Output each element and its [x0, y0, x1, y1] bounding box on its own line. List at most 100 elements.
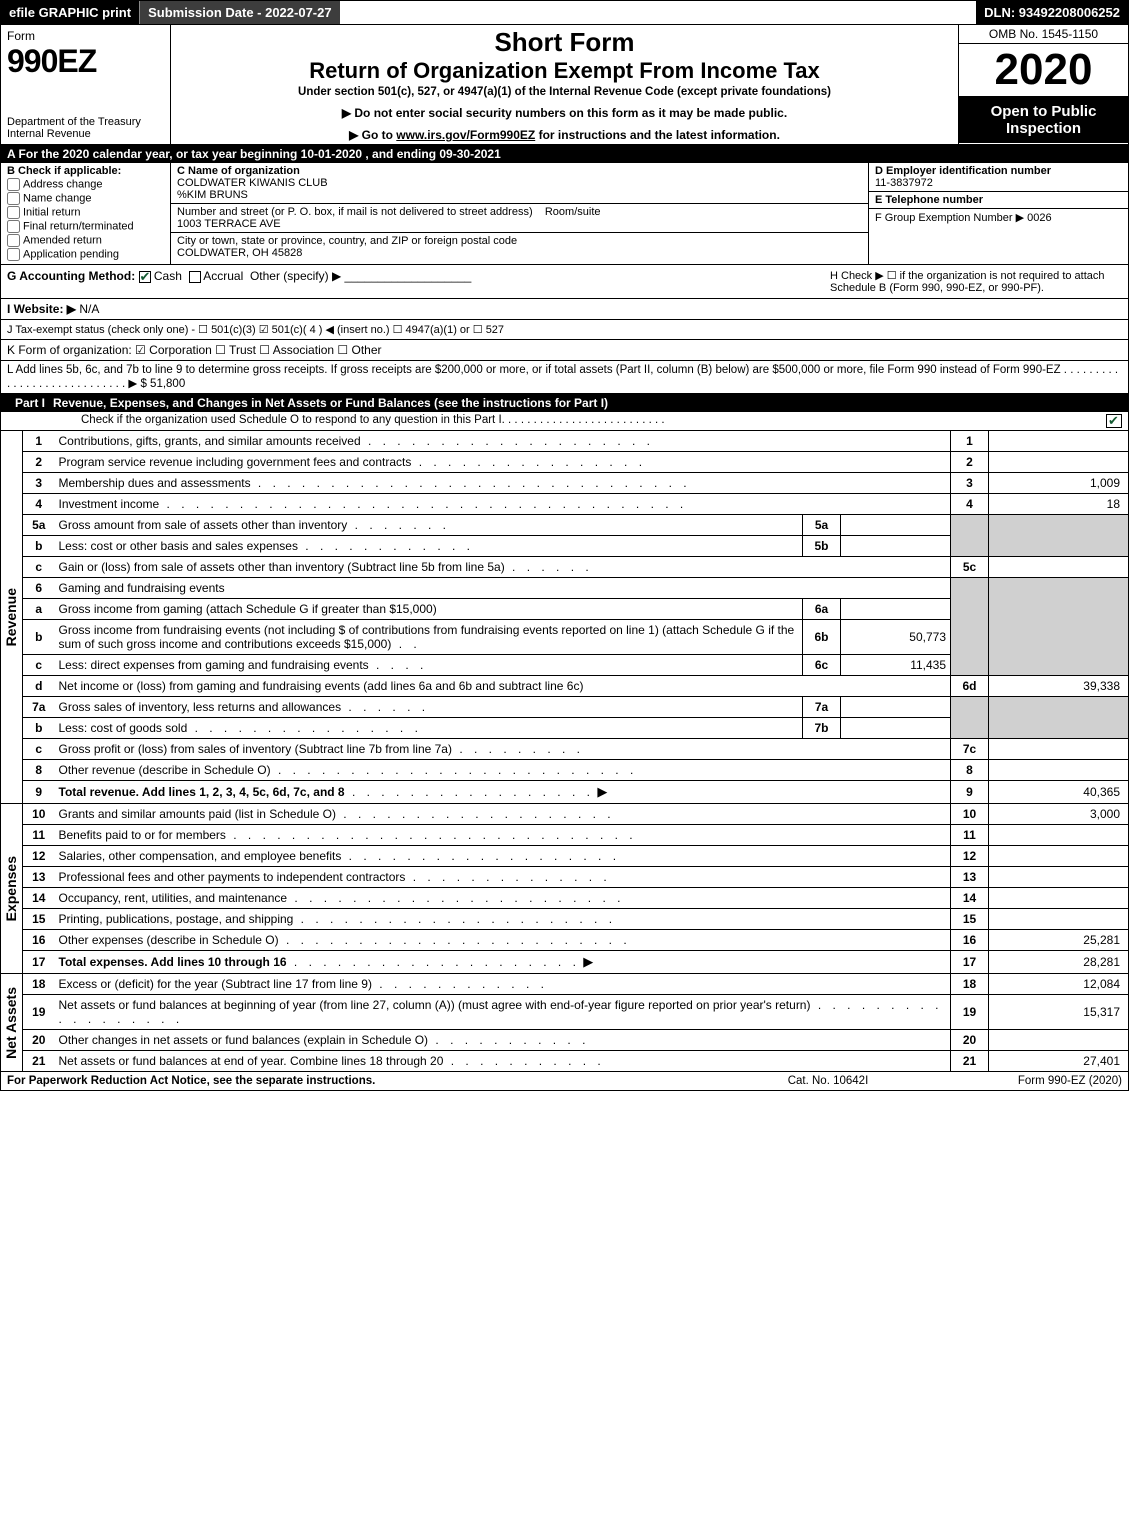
shade-7 [951, 697, 989, 739]
l5a-desc: Gross amount from sale of assets other t… [59, 518, 348, 532]
l18-num: 18 [23, 974, 55, 995]
box-de: D Employer identification number 11-3837… [868, 163, 1128, 264]
l6d-desc: Net income or (loss) from gaming and fun… [59, 679, 584, 693]
cb-cash[interactable] [139, 271, 151, 283]
cb-application-pending[interactable]: Application pending [7, 248, 164, 261]
l7b-sv [841, 718, 951, 739]
dots: . . . . . . . . . . . . . . . . . . . . … [502, 414, 1106, 428]
dept-label: Department of the Treasury Internal Reve… [7, 116, 164, 140]
cb-accrual[interactable] [189, 271, 201, 283]
l4-desc: Investment income [59, 497, 160, 511]
l6c-desc: Less: direct expenses from gaming and fu… [59, 658, 369, 672]
l6a-sv [841, 599, 951, 620]
l5b-sv [841, 536, 951, 557]
l14-num: 14 [23, 888, 55, 909]
l5b-sn: 5b [803, 536, 841, 557]
header-right: OMB No. 1545-1150 2020 Open to Public In… [958, 25, 1128, 144]
l13-val [989, 867, 1129, 888]
l14-desc: Occupancy, rent, utilities, and maintena… [59, 891, 288, 905]
l5b-desc: Less: cost or other basis and sales expe… [59, 539, 298, 553]
page-footer: For Paperwork Reduction Act Notice, see … [0, 1072, 1129, 1091]
l6a-desc: Gross income from gaming (attach Schedul… [59, 602, 437, 616]
l17-arrow: ▶ [583, 954, 593, 969]
line-l: L Add lines 5b, 6c, and 7b to line 9 to … [0, 361, 1129, 394]
l16-val: 25,281 [989, 930, 1129, 951]
l1-val [989, 431, 1129, 452]
section-netassets: Net Assets [1, 979, 21, 1067]
form-header: Form 990EZ Department of the Treasury In… [0, 25, 1129, 145]
org-name: COLDWATER KIWANIS CLUB [177, 177, 328, 189]
box-e: E Telephone number [869, 192, 1128, 209]
l8-val [989, 760, 1129, 781]
l16-num: 16 [23, 930, 55, 951]
l1-num: 1 [23, 431, 55, 452]
l9-desc: Total revenue. Add lines 1, 2, 3, 4, 5c,… [59, 785, 345, 799]
l16-rn: 16 [951, 930, 989, 951]
l6b-sv: 50,773 [841, 620, 951, 655]
l13-desc: Professional fees and other payments to … [59, 870, 406, 884]
l9-val: 40,365 [989, 781, 1129, 804]
l11-rn: 11 [951, 825, 989, 846]
ein: 11-3837972 [875, 177, 933, 189]
l7c-desc: Gross profit or (loss) from sales of inv… [59, 742, 452, 756]
c-label: C Name of organization [177, 165, 300, 177]
l5c-num: c [23, 557, 55, 578]
l21-rn: 21 [951, 1051, 989, 1072]
street-value: 1003 TERRACE AVE [177, 218, 281, 230]
l3-desc: Membership dues and assessments [59, 476, 251, 490]
l17-rn: 17 [951, 951, 989, 974]
l12-desc: Salaries, other compensation, and employ… [59, 849, 342, 863]
l6b-sn: 6b [803, 620, 841, 655]
l7b-desc: Less: cost of goods sold [59, 721, 188, 735]
box-c-street: Number and street (or P. O. box, if mail… [171, 204, 868, 233]
cb-initial-return[interactable]: Initial return [7, 206, 164, 219]
l6c-sv: 11,435 [841, 655, 951, 676]
cb-final-return[interactable]: Final return/terminated [7, 220, 164, 233]
i-label: I Website: ▶ [7, 302, 76, 316]
accrual-label: Accrual [203, 269, 243, 283]
l20-rn: 20 [951, 1030, 989, 1051]
cb-amended-return[interactable]: Amended return [7, 234, 164, 247]
l19-num: 19 [23, 995, 55, 1030]
l7a-num: 7a [23, 697, 55, 718]
tax-year: 2020 [959, 44, 1128, 97]
cb-name-change[interactable]: Name change [7, 192, 164, 205]
box-b-head: B Check if applicable: [7, 165, 164, 177]
l4-val: 18 [989, 494, 1129, 515]
l19-desc: Net assets or fund balances at beginning… [59, 998, 811, 1012]
l5c-desc: Gain or (loss) from sale of assets other… [59, 560, 505, 574]
dln-label: DLN: 93492208006252 [976, 1, 1128, 24]
l5c-rn: 5c [951, 557, 989, 578]
l17-desc: Total expenses. Add lines 10 through 16 [59, 955, 287, 969]
l9-arrow: ▶ [597, 784, 607, 799]
shade-5v [989, 515, 1129, 557]
l5c-val [989, 557, 1129, 578]
submission-date: Submission Date - 2022-07-27 [139, 1, 340, 24]
goto-pre: ▶ Go to [349, 128, 396, 142]
irs-link[interactable]: www.irs.gov/Form990EZ [396, 128, 535, 142]
box-b: B Check if applicable: Address change Na… [1, 163, 171, 264]
website-value: N/A [79, 302, 99, 316]
l6a-num: a [23, 599, 55, 620]
part1-title: Revenue, Expenses, and Changes in Net As… [53, 396, 1122, 410]
l20-val [989, 1030, 1129, 1051]
ssn-warning: ▶ Do not enter social security numbers o… [177, 106, 952, 120]
l2-desc: Program service revenue including govern… [59, 455, 412, 469]
form-number: 990EZ [7, 43, 164, 80]
header-left: Form 990EZ Department of the Treasury In… [1, 25, 171, 144]
l7c-val [989, 739, 1129, 760]
l7a-sv [841, 697, 951, 718]
l3-val: 1,009 [989, 473, 1129, 494]
l8-rn: 8 [951, 760, 989, 781]
shade-6v [989, 578, 1129, 676]
cb-address-change[interactable]: Address change [7, 178, 164, 191]
l21-num: 21 [23, 1051, 55, 1072]
l9-num: 9 [23, 781, 55, 804]
line-g: G Accounting Method: Cash Accrual Other … [7, 269, 822, 294]
part1-checkbox[interactable] [1106, 414, 1122, 428]
footer-center: Cat. No. 10642I [728, 1072, 928, 1090]
part1-check: Check if the organization used Schedule … [0, 412, 1129, 431]
l2-val [989, 452, 1129, 473]
l6d-num: d [23, 676, 55, 697]
efile-print-label[interactable]: efile GRAPHIC print [1, 1, 139, 24]
